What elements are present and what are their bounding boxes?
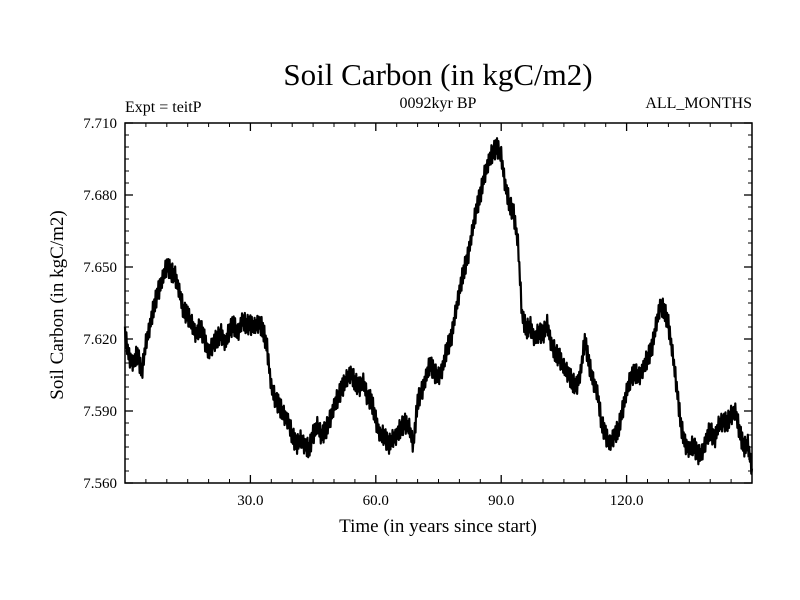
y-tick-label: 7.650 xyxy=(83,260,117,276)
x-tick-label: 30.0 xyxy=(237,493,263,509)
y-axis-tick-labels: 7.560 7.590 7.620 7.650 7.680 7.710 xyxy=(83,116,117,492)
y-tick-label: 7.560 xyxy=(83,476,117,492)
y-axis-label: Soil Carbon (in kgC/m2) xyxy=(47,210,68,399)
y-tick-label: 7.680 xyxy=(83,188,117,204)
y-tick-label: 7.710 xyxy=(83,116,117,132)
x-axis-ticks xyxy=(124,123,753,483)
x-axis-label: Time (in years since start) xyxy=(339,516,537,537)
plot-frame xyxy=(124,122,753,484)
x-tick-label: 90.0 xyxy=(488,493,514,509)
y-tick-label: 7.590 xyxy=(83,404,117,420)
y-axis-ticks xyxy=(125,122,752,484)
chart-title: Soil Carbon (in kgC/m2) xyxy=(283,57,592,92)
x-tick-label: 60.0 xyxy=(363,493,389,509)
x-axis-tick-labels: 30.0 60.0 90.0 120.0 xyxy=(237,493,643,509)
x-tick-label: 120.0 xyxy=(610,493,644,509)
experiment-label: Expt = teitP xyxy=(125,99,202,116)
months-label: ALL_MONTHS xyxy=(645,95,752,112)
chart-subtitle: 0092kyr BP xyxy=(400,95,477,112)
y-tick-label: 7.620 xyxy=(83,332,117,348)
series-line-soil-carbon xyxy=(123,137,754,475)
